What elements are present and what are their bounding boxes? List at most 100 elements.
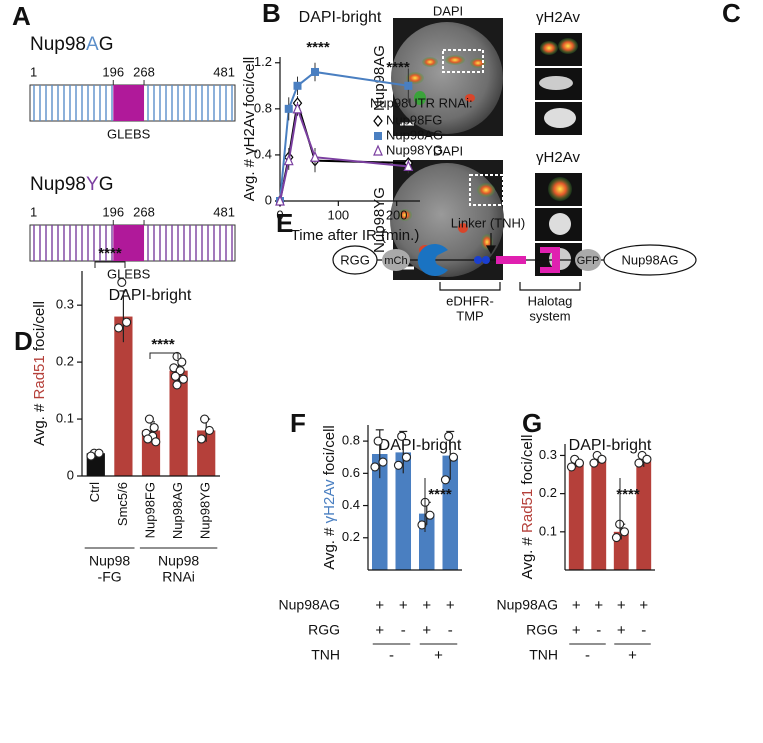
construct-part: GFP — [577, 255, 600, 267]
row-label: Nup98YG — [371, 187, 388, 253]
y-tick-label: 0.8 — [342, 433, 360, 448]
construct-name-part: G — [99, 174, 114, 195]
x-tick-label: Nup98YG — [198, 482, 213, 539]
position-label: 196 — [102, 204, 124, 219]
construct-name-part: A — [86, 34, 99, 55]
condition-mark: - — [448, 622, 453, 639]
bar — [591, 459, 607, 570]
panel-label: G — [522, 408, 542, 438]
y-tick-label: 0.4 — [254, 146, 272, 161]
replicate-point — [373, 436, 383, 446]
position-label: 268 — [133, 204, 155, 219]
condition-name: Nup98AG — [497, 597, 558, 613]
y-axis-label: Avg. # γH2Av foci/cell — [241, 57, 258, 202]
replicate-point — [378, 457, 388, 467]
condition-mark: + — [375, 597, 384, 614]
replicate-point — [440, 475, 451, 485]
construct-part: mCh — [384, 255, 407, 267]
system-label: TMP — [456, 308, 483, 323]
domain-block — [113, 225, 145, 261]
y-axis-label-part: Avg. # — [321, 523, 338, 569]
replicate-point — [178, 374, 188, 384]
replicate-point — [597, 454, 607, 464]
replicate-point — [200, 414, 210, 424]
legend-marker — [373, 144, 383, 156]
condition-mark: - — [401, 622, 406, 639]
condition-mark: - — [641, 622, 646, 639]
panel-label: A — [12, 1, 31, 31]
panel-label: C — [722, 0, 741, 28]
y-axis-label-part: foci/cell — [519, 435, 536, 489]
y-tick-label: 0.2 — [342, 529, 360, 544]
condition-mark: + — [628, 647, 637, 664]
replicate-point — [94, 448, 104, 458]
condition-mark: - — [389, 647, 394, 664]
annotation: **** — [151, 336, 175, 353]
condition-mark: - — [585, 647, 590, 664]
annotation: **** — [616, 486, 640, 503]
condition-mark: + — [375, 622, 384, 639]
x-tick-label: Ctrl — [87, 482, 102, 502]
position-label: 1 — [30, 64, 37, 79]
bar — [371, 454, 388, 570]
legend-marker — [374, 132, 382, 140]
condition-mark: - — [596, 622, 601, 639]
bar — [568, 463, 584, 570]
bracket — [94, 261, 126, 268]
condition-mark: + — [594, 597, 603, 614]
legend-entry: Nup98AG — [386, 127, 443, 142]
system-label: Halotag — [528, 293, 573, 308]
condition-name: TNH — [311, 647, 340, 663]
condition-name: RGG — [308, 622, 340, 638]
condition-mark: + — [572, 597, 581, 614]
bar — [636, 461, 652, 570]
x-tick-label: Smc5/6 — [115, 482, 130, 526]
replicate-point — [417, 520, 427, 530]
marker — [275, 194, 285, 206]
y-axis-label-part: Avg. # — [519, 533, 536, 579]
construct-name-part: Nup98 — [30, 34, 86, 55]
replicate-point — [393, 460, 404, 470]
chart-title: DAPI-bright — [569, 437, 652, 454]
replicate-point — [114, 323, 124, 333]
y-tick-label: 0.3 — [56, 297, 74, 312]
replicate-point — [401, 452, 412, 462]
channel-label: γH2Av — [536, 149, 580, 166]
condition-name: Nup98AG — [279, 597, 340, 613]
y-tick-label: 0.6 — [342, 465, 360, 480]
chart-title: DAPI-bright — [379, 437, 462, 454]
y-tick-label: 0.8 — [254, 100, 272, 115]
position-label: 481 — [213, 64, 235, 79]
construct-name-part: Y — [86, 174, 99, 195]
y-axis-label-part: Rad51 — [519, 489, 536, 533]
domain-block — [113, 85, 145, 121]
y-axis-label-part: γH2Av — [321, 479, 338, 523]
marker — [311, 67, 319, 76]
chart-title: DAPI-bright — [299, 9, 382, 26]
condition-mark: + — [446, 597, 455, 614]
channel-label: DAPI — [433, 143, 463, 158]
replicate-point — [122, 317, 132, 327]
x-tick-label: 200 — [386, 207, 408, 222]
x-tick-label: 100 — [327, 207, 349, 222]
condition-mark: + — [434, 647, 443, 664]
replicate-point — [204, 425, 214, 435]
annotation: **** — [386, 59, 410, 76]
replicate-point — [143, 434, 153, 444]
panel-label: D — [14, 326, 33, 356]
bar — [169, 370, 188, 476]
panel-label: F — [290, 408, 306, 438]
bar — [395, 452, 412, 570]
condition-mark: + — [572, 622, 581, 639]
replicate-point — [566, 462, 577, 472]
replicate-point — [619, 527, 630, 537]
construct-name-part: G — [99, 34, 114, 55]
marker — [284, 104, 293, 113]
bar — [114, 316, 133, 476]
condition-name: RGG — [526, 622, 558, 638]
chart-title: DAPI-bright — [109, 287, 192, 304]
y-axis-label: Avg. # Rad51 foci/cell — [31, 301, 48, 446]
x-tick-label: 0 — [276, 207, 283, 222]
row-label: Nup98AG — [371, 45, 388, 111]
y-axis-label-part: Rad51 — [31, 355, 48, 399]
